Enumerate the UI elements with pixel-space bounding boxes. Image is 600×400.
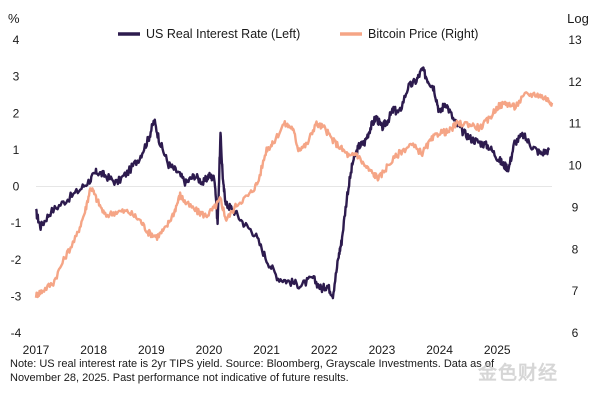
left-tick-label: 3 [13, 70, 20, 84]
left-tick-label: -2 [11, 253, 22, 267]
right-tick-label: 10 [568, 159, 582, 173]
left-tick-label: 1 [13, 143, 20, 157]
note-line-1: Note: US real interest rate is 2yr TIPS … [10, 358, 494, 370]
x-tick-label: 2025 [484, 343, 511, 357]
x-tick-label: 2017 [23, 343, 50, 357]
left-axis-unit: % [8, 11, 20, 26]
legend-label: US Real Interest Rate (Left) [146, 27, 300, 41]
series-line-bitcoin [34, 91, 554, 299]
right-tick-label: 12 [568, 75, 582, 89]
right-axis-unit: Log [567, 11, 589, 26]
series-line-real-rate [34, 66, 551, 300]
right-tick-label: 7 [572, 284, 579, 298]
x-tick-label: 2020 [196, 343, 223, 357]
watermark: 金色财经 [478, 363, 559, 384]
right-tick-label: 6 [572, 326, 579, 340]
left-tick-label: 4 [13, 33, 20, 47]
right-tick-label: 13 [568, 33, 582, 47]
note-line-2: November 28, 2025. Past performance not … [10, 372, 349, 384]
x-tick-label: 2021 [253, 343, 280, 357]
chart-note: Note: US real interest rate is 2yr TIPS … [10, 357, 595, 385]
left-tick-label: 2 [13, 106, 20, 120]
x-tick-label: 2022 [311, 343, 338, 357]
left-tick-label: -3 [11, 289, 22, 303]
right-tick-label: 8 [572, 242, 579, 256]
left-tick-label: -1 [11, 216, 22, 230]
x-tick-label: 2019 [138, 343, 165, 357]
x-tick-label: 2024 [426, 343, 453, 357]
left-tick-label: 0 [13, 180, 20, 194]
x-tick-label: 2023 [369, 343, 396, 357]
right-tick-label: 9 [572, 200, 579, 214]
right-tick-label: 11 [569, 117, 582, 131]
left-tick-label: -4 [11, 326, 22, 340]
legend-label: Bitcoin Price (Right) [368, 27, 478, 41]
x-tick-label: 2018 [80, 343, 107, 357]
